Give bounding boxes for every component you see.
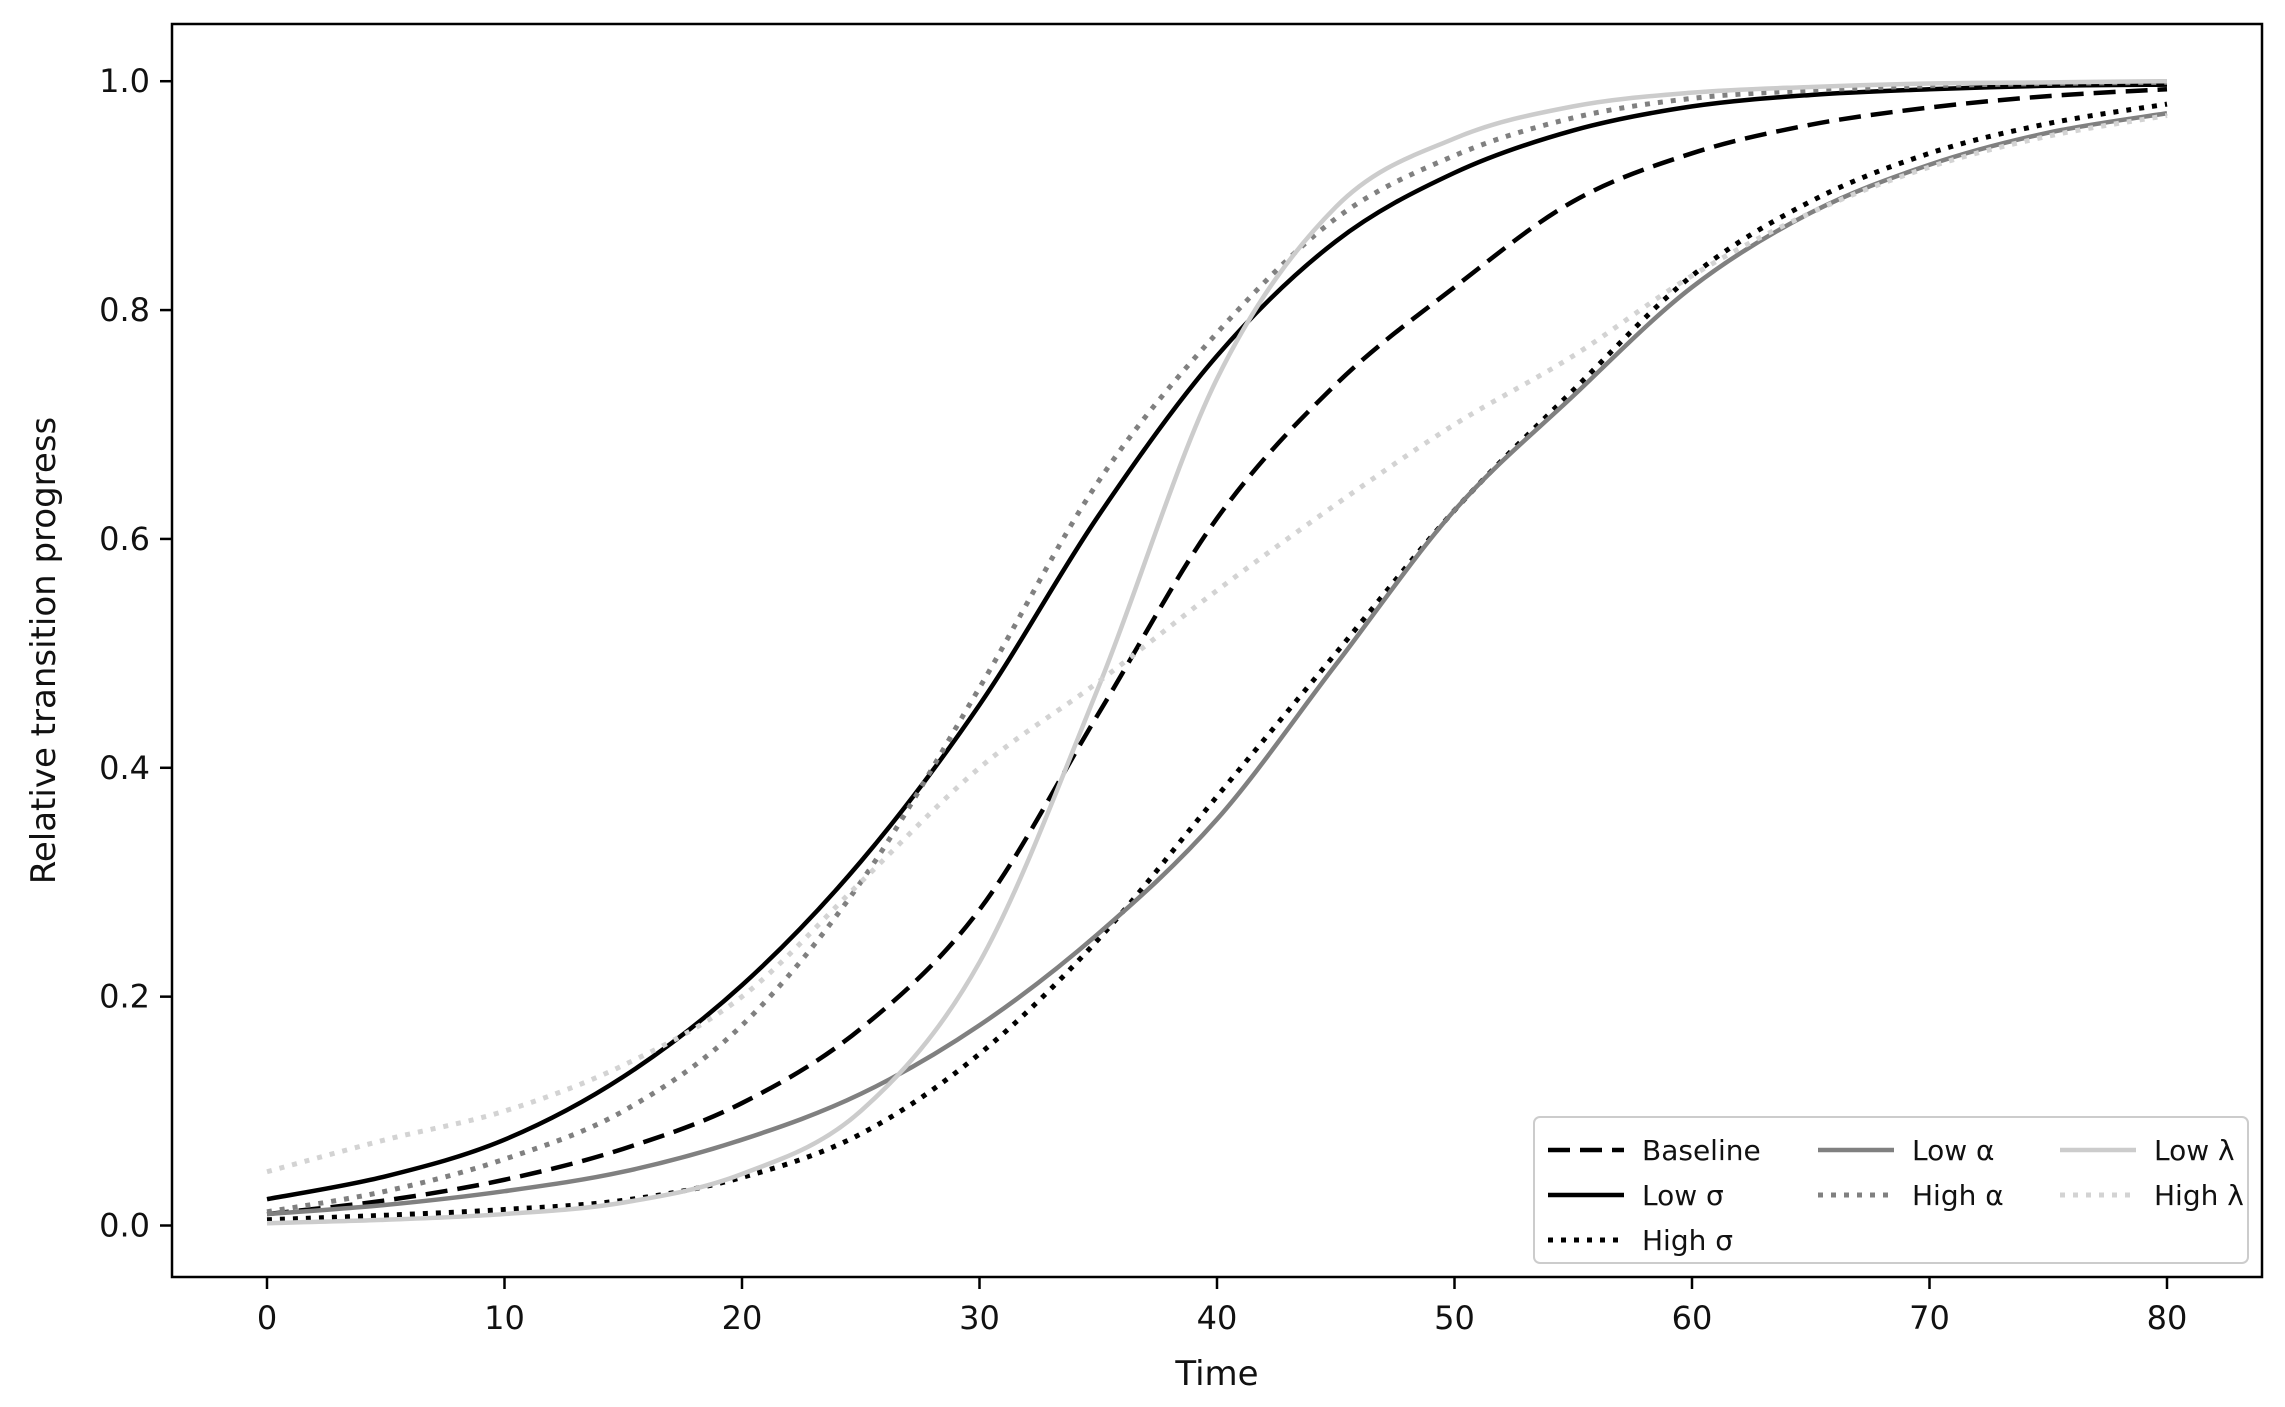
legend-label-1: Baseline — [1642, 1134, 1761, 1167]
y-tick-label: 0.0 — [99, 1207, 150, 1245]
series-line-6 — [266, 78, 2168, 1226]
x-tick-label: 10 — [484, 1299, 525, 1337]
x-tick-label: 40 — [1197, 1299, 1238, 1337]
legend-label-4: Low α — [1912, 1134, 1995, 1167]
y-tick-label: 0.6 — [99, 520, 150, 558]
series-line-3 — [266, 101, 2168, 1223]
x-tick-label: 70 — [1909, 1299, 1950, 1337]
legend-label-2: Low σ — [1642, 1179, 1724, 1212]
legend-label-7: High λ — [2154, 1179, 2244, 1212]
series-line-2 — [266, 82, 2168, 1202]
y-tick-label: 0.4 — [99, 749, 150, 787]
legend-frame — [1533, 1116, 2249, 1264]
y-tick-label: 0.8 — [99, 291, 150, 329]
x-tick-label: 30 — [959, 1299, 1000, 1337]
x-tick-label: 50 — [1434, 1299, 1475, 1337]
x-tick-label: 0 — [257, 1299, 277, 1337]
series-line-7 — [266, 113, 2168, 1175]
x-tick-label: 60 — [1672, 1299, 1713, 1337]
x-axis-label: Time — [1174, 1354, 1258, 1394]
series-layer — [266, 78, 2168, 1226]
legend: Baseline Low σ High σ Low α High α Low λ High … — [1533, 1116, 2249, 1264]
x-tick-label: 20 — [722, 1299, 763, 1337]
series-line-1 — [266, 86, 2168, 1217]
ticks-layer: 0 10 20 30 40 50 60 70 80 0.0 0.2 0.4 0.6 0.8 1.0 — [99, 62, 2187, 1337]
x-tick-label: 80 — [2147, 1299, 2188, 1337]
y-tick-label: 1.0 — [99, 62, 150, 100]
legend-label-5: High α — [1912, 1179, 2004, 1212]
legend-label-3: High σ — [1642, 1224, 1733, 1257]
legend-label-6: Low λ — [2154, 1134, 2235, 1167]
y-tick-label: 0.2 — [99, 978, 150, 1016]
y-axis-label: Relative transition progress — [24, 417, 64, 884]
